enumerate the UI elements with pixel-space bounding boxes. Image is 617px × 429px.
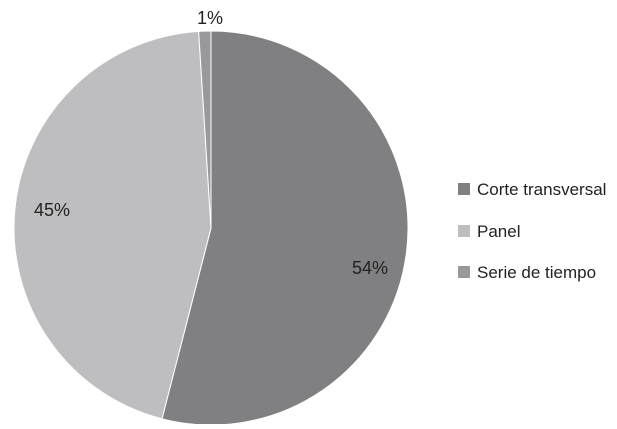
legend-label-serie-de-tiempo: Serie de tiempo [477, 263, 596, 282]
legend: Corte transversal Panel Serie de tiempo [458, 180, 606, 282]
legend-item-serie-de-tiempo: Serie de tiempo [458, 263, 596, 282]
legend-label-corte-transversal: Corte transversal [477, 180, 606, 199]
pie-slice-labels: 54% 45% 1% [34, 8, 388, 278]
slice-label-serie-de-tiempo: 1% [197, 8, 223, 28]
legend-swatch-panel [458, 225, 470, 237]
pie-slice-corte-transversal [161, 30, 409, 426]
pie-slice-panel [13, 30, 212, 420]
legend-label-panel: Panel [477, 222, 520, 241]
slice-label-corte-transversal: 54% [352, 258, 388, 278]
legend-swatch-corte-transversal [458, 183, 470, 195]
slice-label-panel: 45% [34, 200, 70, 220]
pie-slice-serie-de-tiempo [198, 30, 212, 229]
pie-slices [13, 30, 409, 426]
legend-item-corte-transversal: Corte transversal [458, 180, 606, 199]
legend-swatch-serie-de-tiempo [458, 266, 470, 278]
legend-item-panel: Panel [458, 222, 520, 241]
